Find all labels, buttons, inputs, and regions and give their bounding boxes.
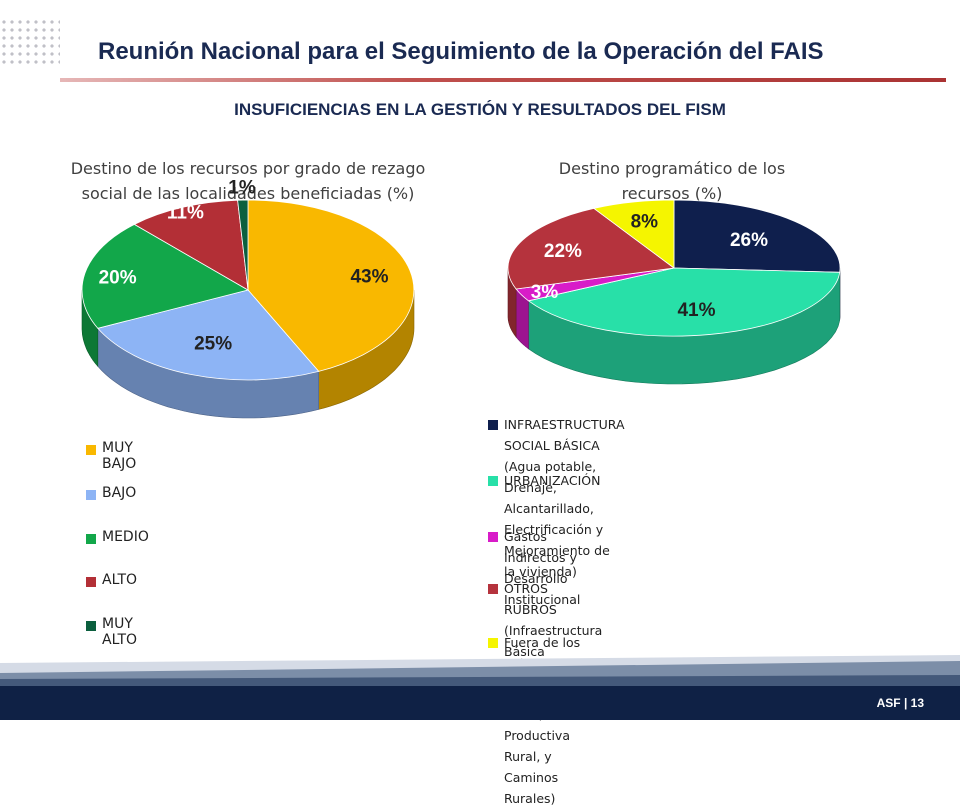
chart1-pie: 43% 25% 20% 11% 1% <box>82 178 414 418</box>
chart1-data-label-0: 43% <box>350 266 388 287</box>
chart1-legend-item: MEDIO <box>86 529 149 545</box>
chart2-legend-label: URBANIZACIÓN <box>504 470 601 491</box>
chart2-legend-item: URBANIZACIÓN <box>488 470 601 491</box>
legend-swatch <box>86 534 96 544</box>
chart1-data-label-1: 25% <box>194 334 232 355</box>
legend-swatch <box>86 577 96 587</box>
chart2-legend-line: URBANIZACIÓN <box>504 470 601 491</box>
chart1-legend-item: BAJO <box>86 485 136 501</box>
chart2-data-label-3: 22% <box>544 241 582 262</box>
chart2-pie: 26% 41% 3% 22% 8% <box>508 200 840 384</box>
chart1-data-label-3: 11% <box>167 203 204 224</box>
chart1-legend-label: MEDIO <box>102 529 149 545</box>
chart2-data-label-0: 26% <box>730 230 768 251</box>
chart1-legend-label: ALTO <box>102 572 137 588</box>
legend-swatch <box>488 532 498 542</box>
legend-swatch <box>488 476 498 486</box>
legend-swatch <box>86 621 96 631</box>
chart1-data-label-4: 1% <box>228 178 256 199</box>
legend-swatch <box>86 490 96 500</box>
chart1-legend-item: MUY BAJO <box>86 440 136 472</box>
legend-swatch <box>86 445 96 455</box>
chart2-data-label-4: 8% <box>631 212 659 233</box>
chart1-legend-label: MUY BAJO <box>102 440 136 472</box>
chart1-data-label-2: 20% <box>99 268 137 289</box>
chart1-legend-item: MUY ALTO <box>86 616 137 648</box>
chart1-legend-item: ALTO <box>86 572 137 588</box>
chart2-data-label-2: 3% <box>531 282 559 303</box>
chart1-legend-label: MUY ALTO <box>102 616 137 648</box>
chart2-data-label-1: 41% <box>677 300 715 321</box>
pie-charts-canvas: 43% 25% 20% 11% 1% 26% 41% 3% 22% 8% <box>0 0 960 720</box>
chart1-legend-label: BAJO <box>102 485 136 501</box>
footer-bar <box>0 686 960 720</box>
legend-swatch <box>488 420 498 430</box>
footer-page-number: ASF | 13 <box>877 696 924 710</box>
legend-swatch <box>488 638 498 648</box>
legend-swatch <box>488 584 498 594</box>
